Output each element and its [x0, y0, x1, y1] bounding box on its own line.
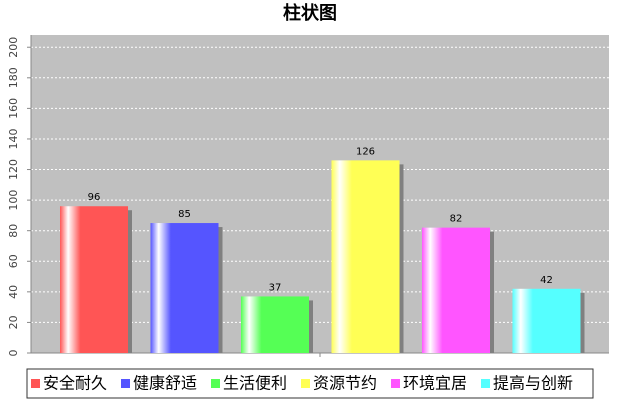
data-label: 126 [356, 146, 375, 157]
legend-swatch [211, 379, 220, 388]
bar [331, 160, 400, 353]
y-tick-label: 40 [7, 285, 20, 299]
legend-swatch [31, 379, 40, 388]
legend-swatch [391, 379, 400, 388]
bar [241, 296, 309, 353]
y-tick-label: 20 [7, 315, 20, 329]
bar [422, 227, 490, 353]
y-tick-label: 200 [7, 37, 20, 58]
bar [150, 223, 219, 353]
y-tick-label: 60 [7, 254, 20, 268]
data-label: 85 [178, 209, 191, 220]
legend-label: 环境宜居 [403, 374, 467, 393]
legend-swatch [481, 379, 490, 388]
y-tick-label: 80 [7, 224, 20, 238]
bar [512, 288, 581, 353]
legend-label: 提高与创新 [493, 374, 573, 393]
data-label: 96 [88, 192, 101, 203]
y-tick-label: 140 [7, 128, 20, 149]
legend-label: 资源节约 [313, 374, 377, 393]
legend-label: 健康舒适 [133, 374, 197, 393]
legend-label: 生活便利 [223, 374, 287, 393]
y-tick-label: 180 [7, 67, 20, 88]
bar [60, 206, 128, 353]
legend-swatch [121, 379, 130, 388]
legend-label: 安全耐久 [43, 374, 107, 393]
y-tick-label: 120 [7, 159, 20, 180]
data-label: 37 [269, 282, 282, 293]
y-tick-label: 160 [7, 98, 20, 119]
y-tick-label: 0 [7, 350, 20, 357]
legend-swatch [301, 379, 310, 388]
y-tick-label: 100 [7, 190, 20, 211]
chart-title: 柱状图 [283, 2, 337, 24]
data-label: 82 [450, 214, 463, 225]
data-label: 42 [540, 275, 553, 286]
